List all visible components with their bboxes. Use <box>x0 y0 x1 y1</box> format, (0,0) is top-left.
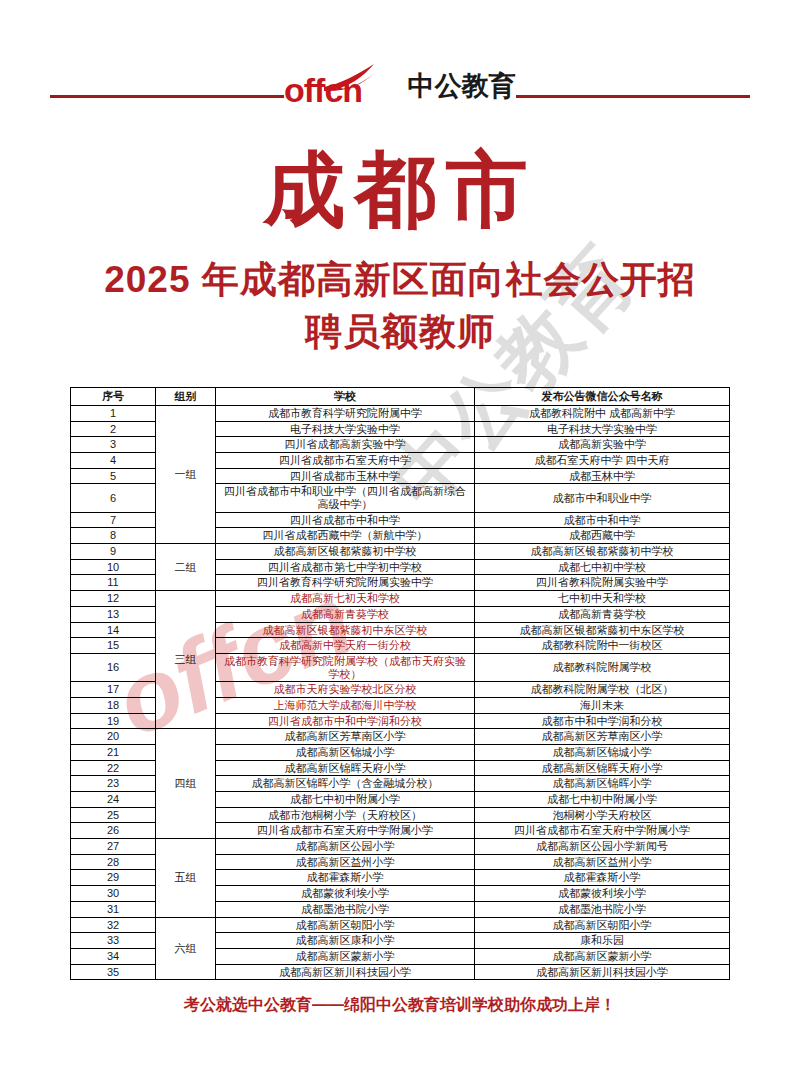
svg-text:offcn: offcn <box>284 71 362 109</box>
